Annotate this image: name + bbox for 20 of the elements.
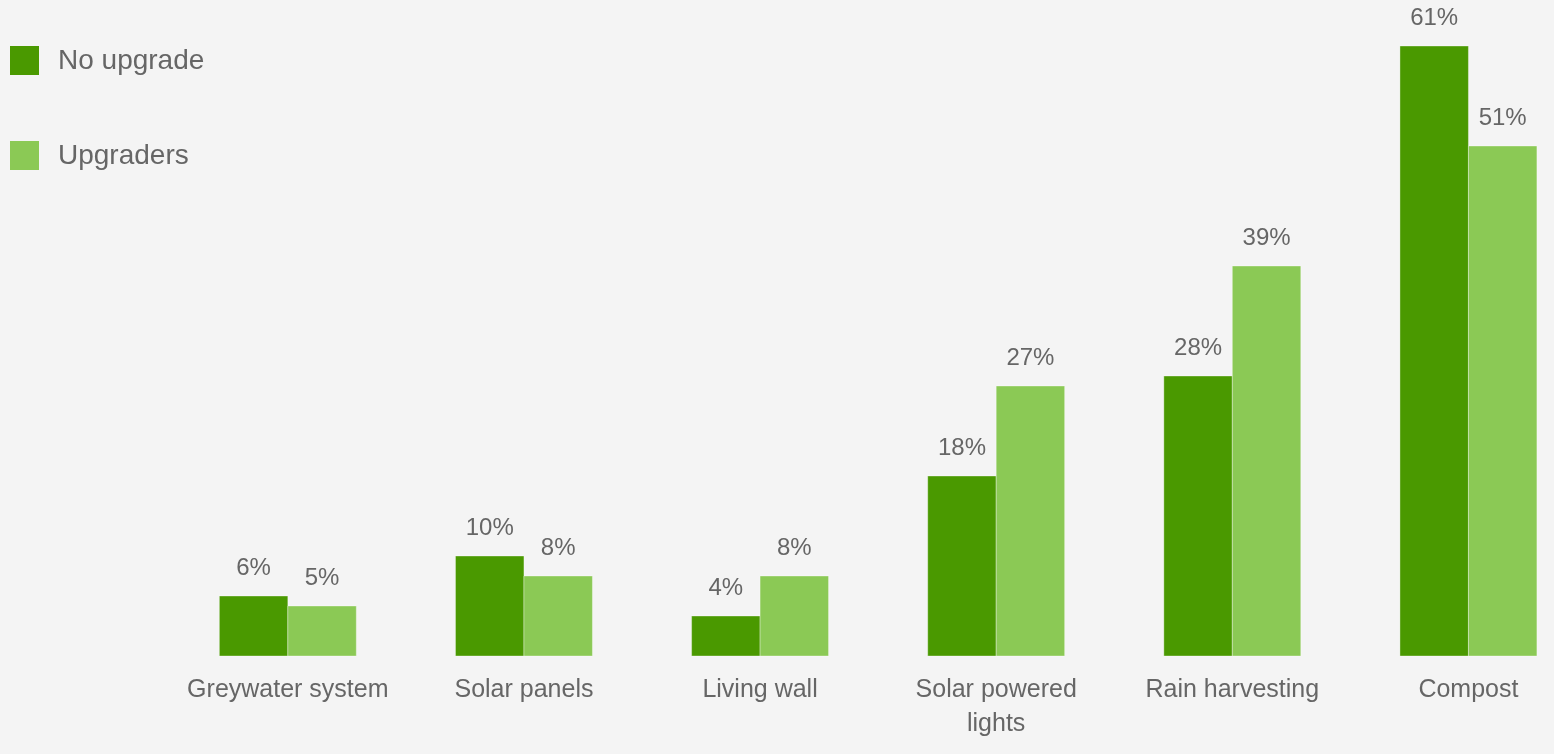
data-label: 8% — [776, 533, 812, 560]
data-label: 6% — [236, 553, 271, 580]
x-tick-label: Compost — [1418, 673, 1519, 702]
x-tick-label: Rain harvesting — [1145, 673, 1320, 702]
data-label: 8% — [540, 533, 576, 560]
data-label: 4% — [708, 573, 744, 600]
data-label: 61% — [1410, 3, 1459, 30]
data-label: 10% — [465, 513, 514, 540]
x-tick-label: Solar panels — [454, 673, 594, 702]
legend-label: No upgrade — [58, 43, 205, 75]
data-label: 51% — [1478, 103, 1527, 130]
x-tick-label: Solar powered lights — [915, 673, 1077, 736]
data-label: 18% — [937, 433, 986, 460]
data-label: 27% — [1006, 343, 1055, 370]
x-tick-label: Greywater system — [187, 673, 389, 702]
data-label: 5% — [304, 563, 340, 590]
data-label: 28% — [1174, 333, 1223, 360]
data-label: 39% — [1242, 223, 1291, 250]
legend-label: Upgraders — [58, 138, 189, 170]
x-tick-label: Living wall — [702, 673, 818, 702]
